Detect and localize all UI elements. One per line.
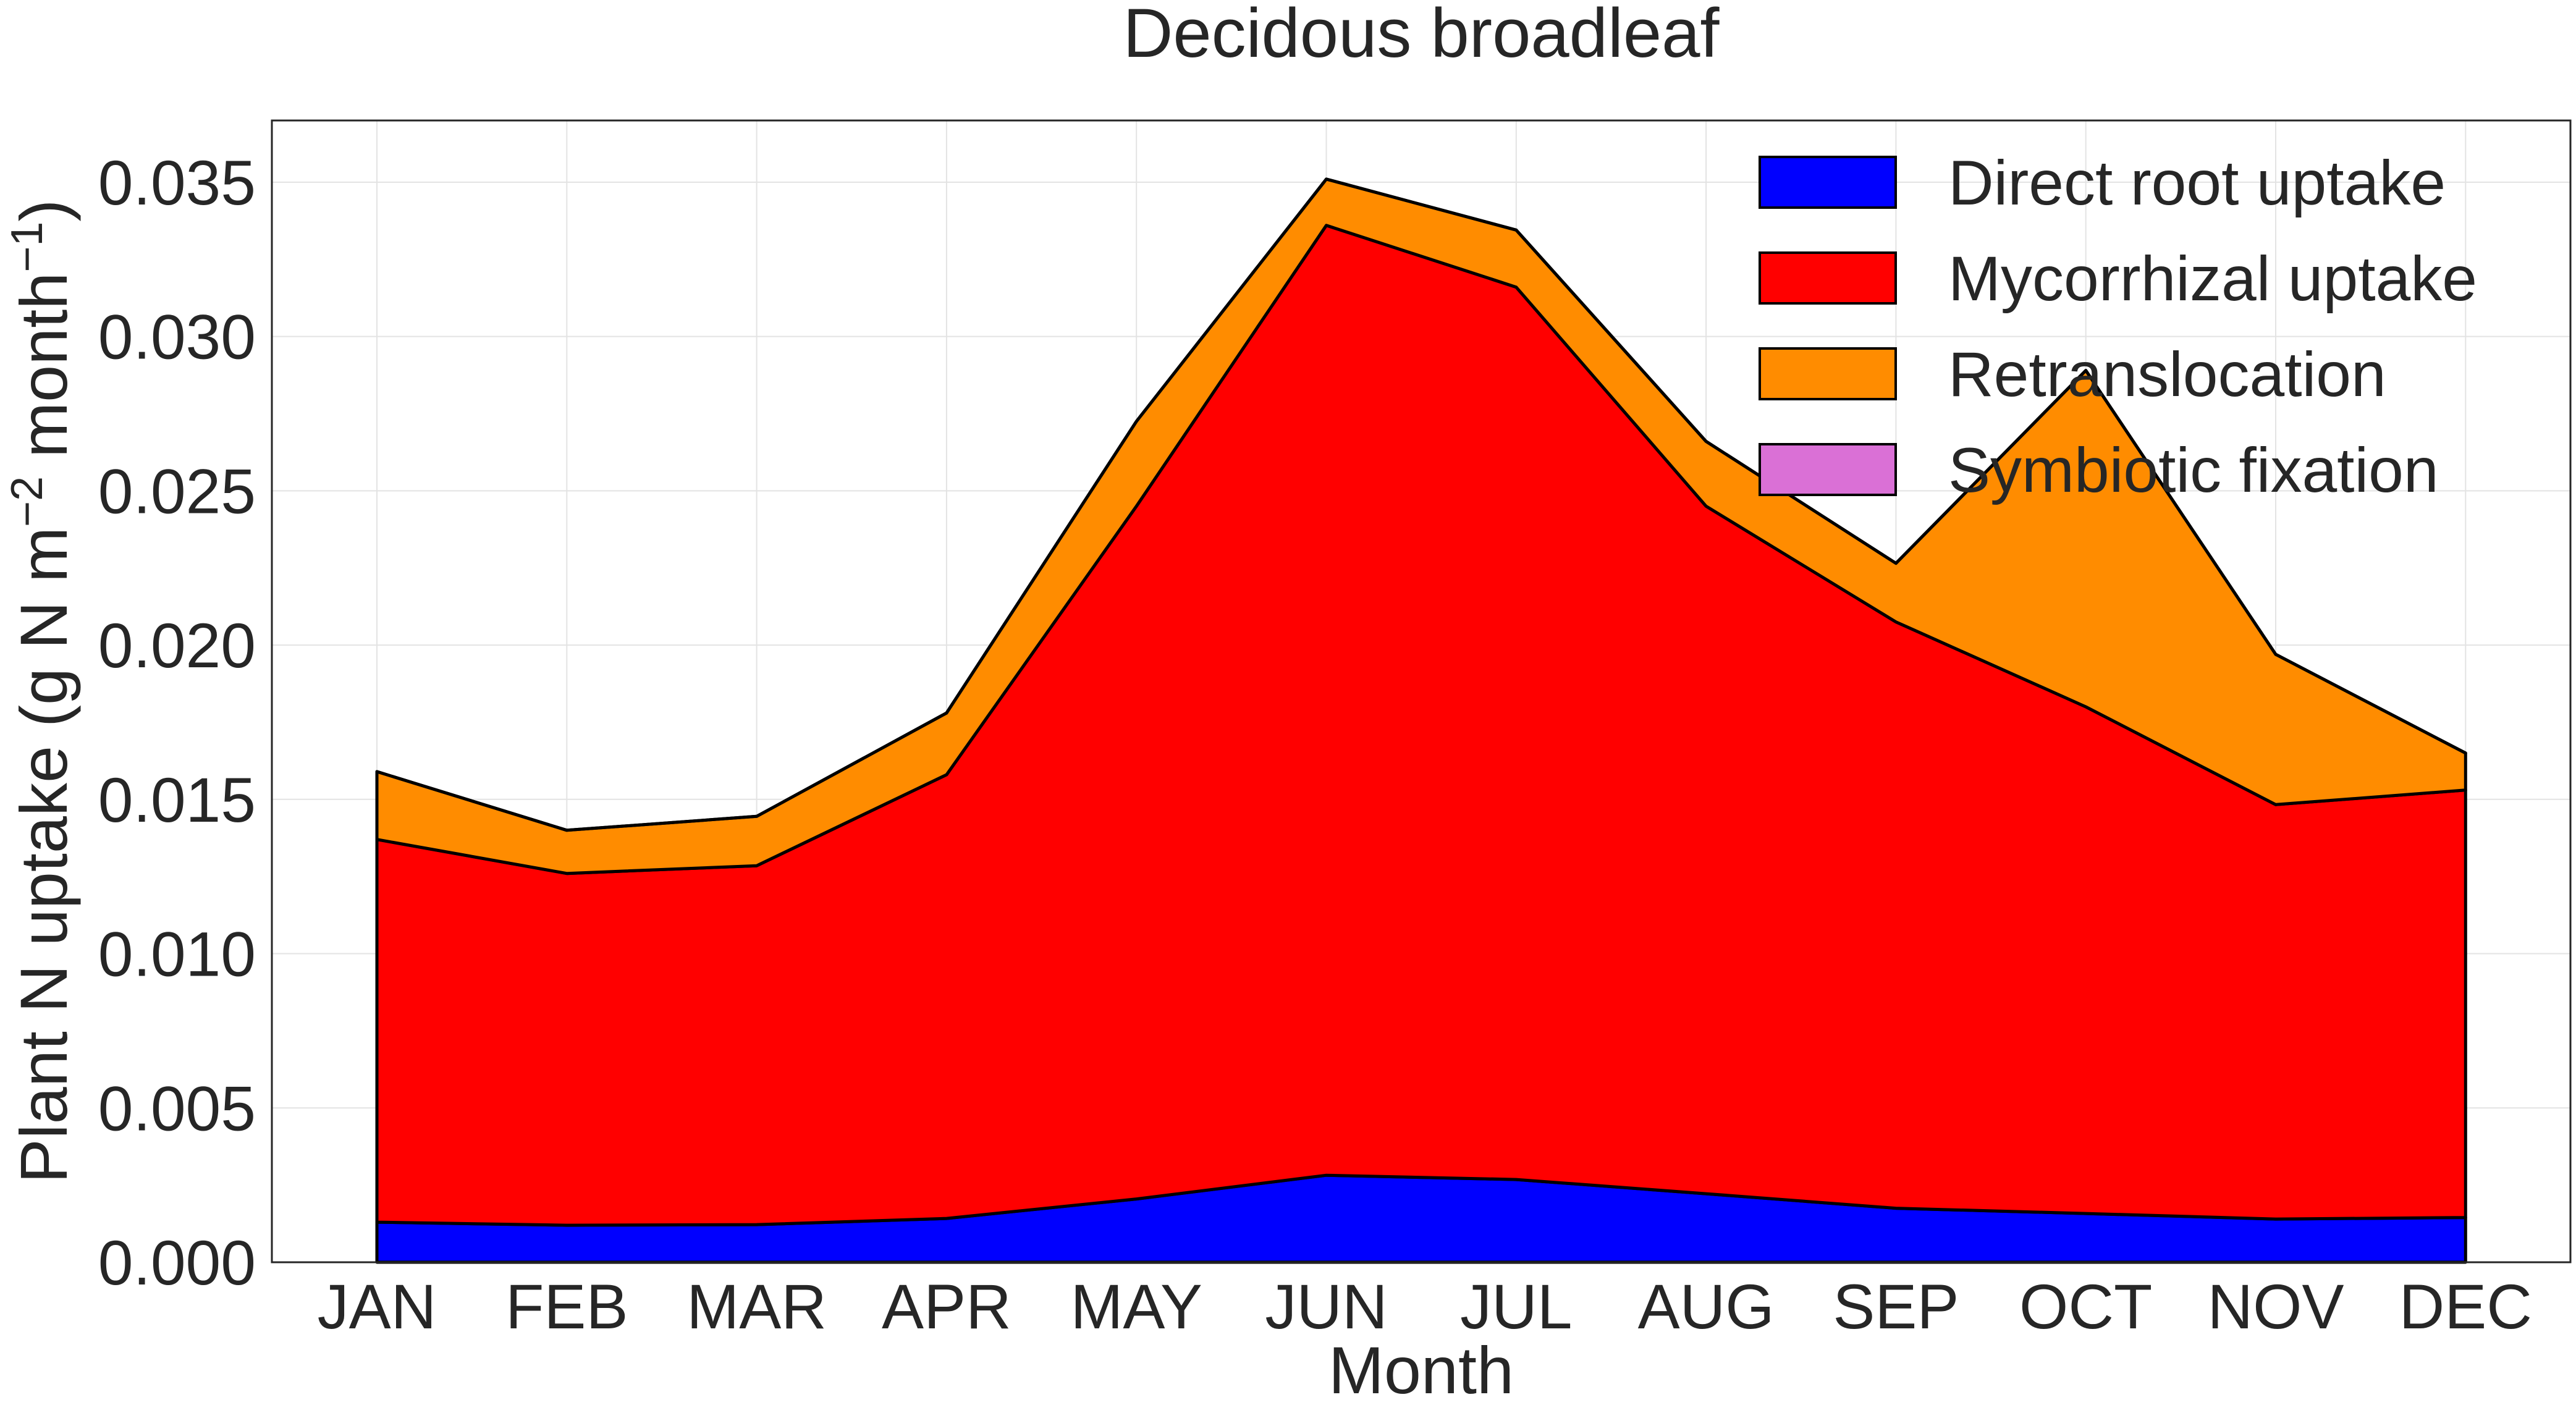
y-tick-label-2: 0.010 <box>98 919 256 990</box>
y-axis-label-exp1: −2 <box>2 476 52 527</box>
x-tick-label-aug: AUG <box>1638 1272 1775 1342</box>
x-axis-label: Month <box>1328 1333 1514 1407</box>
plot-frame <box>271 119 2572 1263</box>
x-tick-label-sep: SEP <box>1833 1272 1959 1342</box>
x-tick-label-nov: NOV <box>2207 1272 2344 1342</box>
legend-swatch-symbiotic-fixation <box>1759 443 1897 496</box>
legend-swatch-mycorrhizal-uptake <box>1759 251 1897 305</box>
legend-label-retranslocation: Retranslocation <box>1948 339 2386 410</box>
y-tick-label-1: 0.005 <box>98 1073 256 1144</box>
y-tick-label-0: 0.000 <box>98 1228 256 1298</box>
legend-swatch-retranslocation <box>1759 347 1897 400</box>
x-tick-label-dec: DEC <box>2399 1272 2532 1342</box>
x-tick-label-jun: JUN <box>1265 1272 1387 1342</box>
chart-title: Decidous broadleaf <box>1123 0 1720 72</box>
y-axis-label-main: Plant N uptake (g N m <box>6 527 81 1183</box>
y-tick-label-5: 0.025 <box>98 456 256 526</box>
y-tick-label-6: 0.030 <box>98 302 256 373</box>
y-tick-label-7: 0.035 <box>98 148 256 218</box>
legend-label-symbiotic-fixation: Symbiotic fixation <box>1948 435 2439 505</box>
y-axis-label-exp2: −1 <box>2 222 52 272</box>
legend: Direct root uptake Mycorrhizal uptake Retr… <box>1759 148 2477 505</box>
y-axis-label-mid: month <box>6 272 81 476</box>
x-tick-labels: JAN FEB MAR APR MAY JUN JUL AUG SEP OCT NOV DEC <box>318 1272 2532 1342</box>
x-tick-label-mar: MAR <box>686 1272 827 1342</box>
x-tick-label-apr: APR <box>882 1272 1011 1342</box>
legend-swatch-direct-root-uptake <box>1759 156 1897 209</box>
y-tick-label-3: 0.015 <box>98 765 256 835</box>
x-tick-label-may: MAY <box>1070 1272 1202 1342</box>
series-area-symbiotic-fixation <box>375 177 2467 832</box>
x-tick-label-oct: OCT <box>2019 1272 2152 1342</box>
y-axis-label: Plant N uptake (g N m−2 month−1) <box>2 200 81 1184</box>
legend-label-mycorrhizal-uptake: Mycorrhizal uptake <box>1948 243 2477 314</box>
x-tick-label-feb: FEB <box>505 1272 628 1342</box>
x-tick-label-jul: JUL <box>1460 1272 1572 1342</box>
x-tick-label-jan: JAN <box>318 1272 437 1342</box>
y-tick-label-4: 0.020 <box>98 610 256 681</box>
legend-label-direct-root-uptake: Direct root uptake <box>1948 148 2446 218</box>
y-tick-labels: 0.000 0.005 0.010 0.015 0.020 0.025 0.030 0.035 <box>98 148 256 1298</box>
y-axis-label-end: ) <box>6 200 81 222</box>
